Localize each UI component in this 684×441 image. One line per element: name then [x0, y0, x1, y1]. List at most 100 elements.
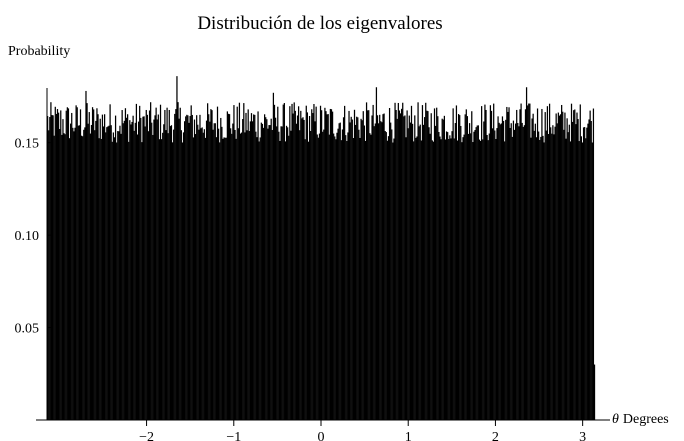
histogram-bar: [491, 128, 494, 421]
histogram-bar: [87, 123, 89, 420]
histogram-bar: [514, 123, 517, 420]
histogram-bar: [78, 125, 81, 420]
histogram-bar: [592, 108, 595, 420]
histogram-bar: [230, 128, 232, 420]
histogram-bar: [442, 119, 444, 420]
histogram-bar: [99, 118, 101, 421]
histogram-bar: [329, 108, 332, 420]
histogram-bar: [561, 104, 563, 420]
histogram-bar: [588, 119, 590, 421]
histogram-bar: [290, 130, 292, 420]
histogram-bar: [573, 110, 575, 421]
histogram-bar: [495, 138, 497, 420]
histogram-bar: [244, 132, 246, 420]
histogram-bar: [54, 106, 56, 420]
histogram-bar: [407, 128, 409, 420]
histogram-bar: [233, 105, 235, 420]
histogram-bar: [186, 114, 188, 420]
histogram-bar: [569, 141, 572, 420]
histogram-bar: [416, 136, 418, 420]
histogram-bar: [377, 123, 380, 420]
histogram-bar: [83, 129, 85, 420]
histogram-bar: [146, 114, 148, 421]
histogram-bar: [447, 132, 449, 420]
histogram-bar: [379, 114, 381, 420]
histogram-bar: [55, 113, 58, 420]
histogram-bar: [425, 102, 427, 420]
histogram-bar: [281, 126, 283, 421]
histogram-bar: [313, 104, 315, 420]
histogram-bar: [501, 116, 504, 420]
histogram-bar: [576, 112, 578, 420]
histogram-bar: [110, 125, 112, 420]
histogram-bar: [335, 139, 337, 420]
histogram-bar: [590, 120, 592, 420]
histogram-bar: [169, 126, 171, 420]
histogram-bar: [237, 128, 239, 421]
histogram-bar: [470, 133, 472, 420]
histogram-bar: [93, 109, 95, 420]
histogram-bar: [257, 111, 259, 420]
x-tick-label: 3: [579, 430, 586, 441]
histogram-bar: [567, 132, 569, 420]
histogram-bar: [522, 126, 524, 421]
histogram-bar: [236, 106, 238, 421]
histogram-bar: [85, 90, 87, 420]
histogram-bar: [129, 120, 131, 420]
histogram-bar: [222, 138, 224, 420]
histogram-bar: [304, 139, 306, 420]
histogram-bar: [415, 137, 417, 420]
histogram-bar: [326, 114, 328, 421]
histogram-bar: [319, 105, 322, 420]
x-tick-label: −2: [139, 430, 154, 441]
histogram-bar: [130, 124, 132, 420]
histogram-bar: [215, 137, 218, 420]
histogram-bar: [498, 122, 500, 420]
histogram-bar: [387, 136, 390, 420]
histogram-bar: [316, 134, 318, 420]
histogram-bar: [546, 106, 549, 421]
histogram-bar: [295, 123, 298, 420]
histogram-bar: [271, 129, 273, 420]
histogram-bar: [163, 124, 165, 421]
histogram-bar: [565, 138, 567, 421]
histogram-bar: [225, 137, 227, 420]
histogram-bar: [120, 133, 122, 420]
x-axis-title: θ Degrees: [612, 412, 669, 427]
histogram-bar: [413, 141, 415, 420]
histogram-bar: [408, 115, 410, 420]
histogram-bar: [402, 102, 404, 421]
histogram-bar: [384, 131, 386, 421]
histogram-bar: [180, 130, 182, 420]
histogram-bar: [395, 110, 397, 420]
histogram-bar: [162, 132, 164, 420]
histogram-bar: [131, 121, 133, 420]
histogram-bar: [367, 110, 369, 421]
histogram-bar: [112, 132, 115, 421]
histogram-bar: [553, 134, 555, 420]
histogram-bar: [591, 142, 593, 420]
histogram-bar: [227, 113, 230, 421]
histogram-bar: [540, 136, 542, 421]
histogram-bar: [70, 123, 72, 421]
histogram-bar: [196, 115, 198, 420]
histogram-bar: [294, 110, 296, 420]
histogram-bar: [529, 103, 531, 420]
histogram-bar: [350, 116, 352, 420]
histogram-bar: [388, 107, 391, 420]
histogram-bar: [536, 108, 539, 420]
histogram-bar: [109, 104, 111, 420]
histogram-bar: [64, 134, 66, 420]
histogram-bar: [71, 112, 73, 421]
histogram-bar: [440, 139, 442, 420]
histogram-bar: [478, 139, 481, 420]
histogram-bar: [552, 125, 554, 421]
histogram-bar: [346, 140, 348, 421]
histogram-bar: [173, 129, 175, 421]
histogram-bar: [150, 102, 152, 421]
histogram-bar: [214, 123, 216, 421]
histogram-bar: [509, 127, 511, 420]
histogram-bar: [422, 124, 425, 421]
histogram-bar: [73, 131, 75, 421]
histogram-bar: [224, 137, 226, 420]
